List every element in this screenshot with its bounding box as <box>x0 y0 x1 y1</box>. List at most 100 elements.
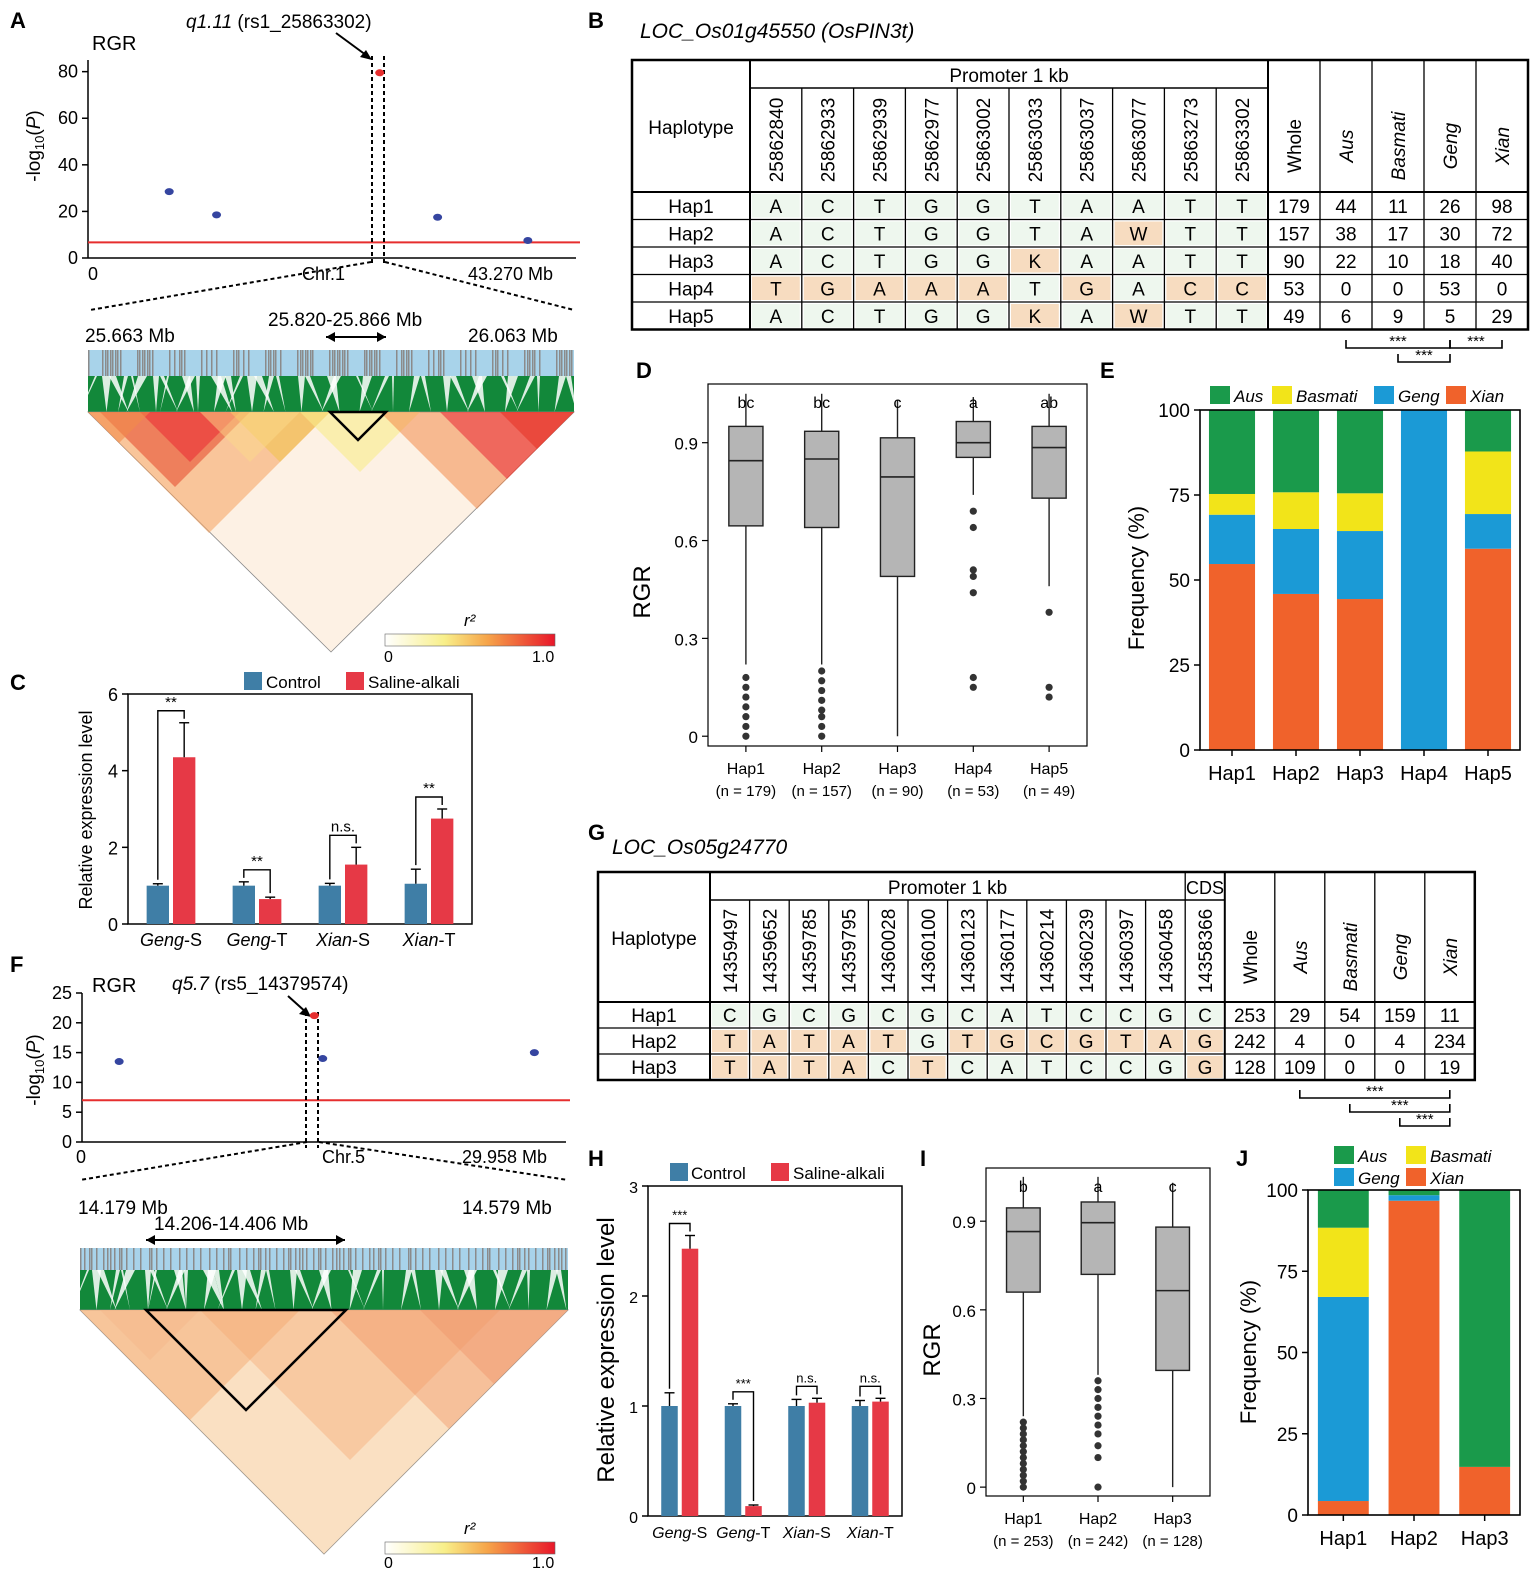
plotH-category-0: Geng-S <box>652 1525 707 1542</box>
tableG-count-hap3-0: 128 <box>1234 1058 1266 1079</box>
tableG-header-cds: CDS <box>1186 878 1224 898</box>
tableG-allele-hap3-2: T <box>803 1058 815 1079</box>
plotC-ytick-label-0: 0 <box>108 915 118 935</box>
tableB-cell-bg-0-1 <box>803 194 852 218</box>
ldA-mapping-gap-23 <box>276 376 286 412</box>
tableB-row-label-hap5: Hap5 <box>668 307 713 328</box>
panel-letter-j: J <box>1236 1146 1248 1171</box>
tableB-allele-hap3-4: G <box>976 252 991 273</box>
plotI-outlier-1-7 <box>1094 1442 1102 1450</box>
tableB-allele-hap2-7: W <box>1130 224 1148 245</box>
tableG-allele-hap1-7: A <box>1001 1006 1014 1027</box>
plotF-ytick-label-4: 20 <box>52 1013 72 1033</box>
plotE-category-1: Hap2 <box>1272 763 1320 785</box>
plotD-outlier-3-3 <box>969 572 977 581</box>
panel-f-ld-heatmap <box>72 1248 569 1555</box>
ldF-snp-tick-152 <box>336 1248 338 1270</box>
tableG-position-6: 14360123 <box>958 909 979 994</box>
ldA-snp-tick-39 <box>559 350 561 376</box>
tableB-allele-hap3-1: C <box>821 252 835 273</box>
plotJ-ytick-label-2: 50 <box>1277 1344 1298 1365</box>
ldF-snp-tick-151 <box>299 1248 301 1270</box>
tableB-sig-label-0: *** <box>1389 333 1407 350</box>
ldA-snp-tick-81 <box>169 350 171 376</box>
ldF-mapping-gap-29 <box>440 1270 459 1310</box>
plotI-ytick-label-2: 0.6 <box>952 1302 976 1321</box>
plotC-sig-label-0: ** <box>165 694 177 711</box>
ldA-snp-tick-42 <box>184 350 186 376</box>
plotJ-seg-aus-1 <box>1388 1190 1440 1196</box>
plotE-category-3: Hap4 <box>1400 763 1448 785</box>
ldF-snp-tick-35 <box>399 1248 401 1270</box>
plotI-n-label-2: (n = 128) <box>1142 1533 1202 1550</box>
panel-j-legend: Aus Basmati Geng Xian <box>1334 1146 1493 1188</box>
tableG-cell-bg-1-12 <box>1187 1030 1223 1052</box>
ldF-snp-tick-133 <box>121 1248 123 1270</box>
ldF-snp-tick-7 <box>339 1248 341 1270</box>
ldA-snp-tick-145 <box>107 350 109 376</box>
ldF-mapping-gap-17 <box>92 1270 101 1310</box>
ldF-snp-tick-81 <box>149 1248 151 1270</box>
tableB-position-7: 25863077 <box>1130 98 1151 183</box>
ldA-snp-tick-46 <box>332 350 334 376</box>
ldA-snp-tick-137 <box>297 350 299 376</box>
tableB-allele-hap2-2: T <box>874 224 886 245</box>
ldF-snp-tick-82 <box>186 1248 188 1270</box>
plotI-outlier-0-4 <box>1019 1459 1027 1468</box>
plotJ-seg-basmati-0 <box>1317 1227 1369 1297</box>
plotE-seg-aus-2 <box>1336 410 1384 494</box>
tableB-header-haplotype: Haplotype <box>648 118 734 139</box>
plotI-outlier-0-0 <box>1019 1483 1027 1491</box>
plotI-outlier-1-2 <box>1094 1394 1102 1403</box>
tableG-count-hap2-1: 4 <box>1295 1032 1306 1053</box>
panel-a-region-arrow-left <box>326 332 335 342</box>
tableG-cell-bg-2-12 <box>1187 1056 1223 1078</box>
ldA-snp-tick-83 <box>243 350 245 376</box>
tableG-row-label-hap3: Hap3 <box>631 1058 676 1079</box>
plotD-outlier-4-1 <box>1045 683 1053 691</box>
plotJ-ytick-label-1: 25 <box>1277 1425 1298 1446</box>
tableG-cell-bg-0-2 <box>791 1004 827 1026</box>
tableG-allele-hap1-11: G <box>1158 1006 1173 1027</box>
plotH-category-species-2: Xian <box>782 1525 815 1542</box>
tableG-cell-bg-2-9 <box>1068 1056 1104 1078</box>
ldF-mapping-gap-38 <box>213 1270 224 1310</box>
tableG-allele-hap3-6: C <box>961 1058 975 1079</box>
panel-f-legend-max: 1.0 <box>532 1555 554 1571</box>
plotC-category-species-1: Geng <box>226 930 270 950</box>
ldF-mapping-gap-36 <box>148 1270 157 1310</box>
ldF-mapping-gap-16 <box>546 1270 558 1310</box>
plotA-lead-snp-point <box>375 69 385 77</box>
panel-letter-f: F <box>10 952 23 977</box>
tableB-allele-hap1-4: G <box>976 197 991 218</box>
tableG-cell-bg-1-9 <box>1068 1030 1104 1052</box>
tableG-position-0: 14359497 <box>721 909 742 994</box>
plotE-ytick-label-4: 100 <box>1158 401 1190 422</box>
tableG-allele-hap1-0: C <box>723 1006 737 1027</box>
panel-h-legend-saline-swatch <box>771 1163 789 1181</box>
tableB-allele-hap3-6: A <box>1080 252 1093 273</box>
ldA-snp-tick-97 <box>275 350 277 376</box>
tableB-allele-hap2-9: T <box>1236 224 1248 245</box>
ldA-mapping-gap-36 <box>160 376 169 412</box>
ldA-snp-tick-11 <box>495 350 497 376</box>
ldF-snp-tick-125 <box>313 1248 315 1270</box>
panel-letter-g: G <box>588 820 605 845</box>
legendJ-swatch-xian <box>1406 1168 1426 1186</box>
tableG-cell-bg-2-11 <box>1147 1056 1184 1078</box>
tableG-allele-hap1-2: C <box>802 1006 816 1027</box>
ldF-snp-tick-102 <box>438 1248 440 1270</box>
ldA-mapping-gap-8 <box>327 376 340 412</box>
panel-c-legend-saline: Saline-alkali <box>368 673 460 692</box>
tableG-position-4: 14360028 <box>879 909 900 994</box>
plotI-outlier-0-9 <box>1019 1430 1027 1438</box>
ldF-mapping-gap-28 <box>411 1270 421 1310</box>
tableB-row-label-hap4: Hap4 <box>668 279 714 300</box>
tableG-position-12: 14358366 <box>1196 909 1217 994</box>
tableB-cell-bg-1-5 <box>1011 221 1059 245</box>
panel-f-region-right: 14.579 Mb <box>462 1198 552 1219</box>
ldA-snp-tick-49 <box>443 350 445 376</box>
tableG-position-11: 14360458 <box>1156 909 1177 994</box>
